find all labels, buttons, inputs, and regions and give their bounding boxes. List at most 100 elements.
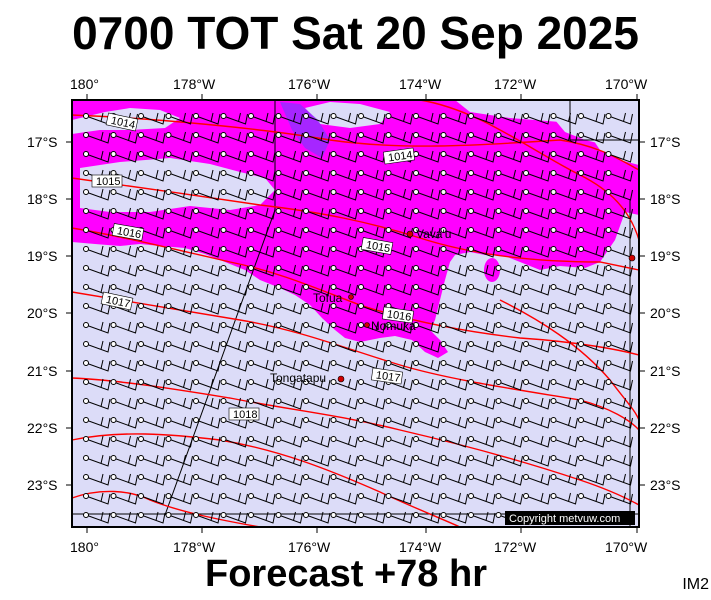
wind-barb xyxy=(220,454,248,467)
wind-barb xyxy=(358,321,386,334)
wind-barb xyxy=(83,378,111,391)
place-markers: Vava'u Tofua Nomuka Tongatapu xyxy=(270,227,636,385)
wind-barb xyxy=(523,112,551,125)
wind-barb xyxy=(523,283,551,296)
wind-barb xyxy=(550,473,578,486)
wind-barb xyxy=(248,454,276,467)
wind-barb xyxy=(303,454,331,467)
wind-barb xyxy=(330,264,358,277)
wind-barb xyxy=(165,207,193,220)
wind-barb xyxy=(495,321,523,334)
wind-barb xyxy=(220,492,248,505)
wind-barb xyxy=(330,150,358,163)
wind-barb xyxy=(358,169,386,182)
wind-barb xyxy=(303,283,331,296)
wind-barb xyxy=(330,245,358,258)
wind-barb xyxy=(165,492,193,505)
wind-barb xyxy=(358,226,386,239)
rain-heavy-patch xyxy=(280,102,330,158)
wind-barb xyxy=(578,245,606,258)
wind-barb xyxy=(83,340,111,353)
wind-barb xyxy=(330,454,358,467)
lon-tick-label: 180° xyxy=(70,539,99,555)
copyright-box: Copyright metvuw.com xyxy=(505,511,635,525)
wind-barb xyxy=(248,435,276,448)
wind-barb xyxy=(303,207,331,220)
wind-barb xyxy=(330,226,358,239)
wind-barb xyxy=(495,150,523,163)
wind-barb xyxy=(193,264,221,277)
wind-barb xyxy=(413,169,441,182)
wind-barb xyxy=(495,283,523,296)
wind-barb xyxy=(385,264,413,277)
wind-barb xyxy=(413,131,441,144)
wind-barb xyxy=(193,416,221,429)
wind-barb xyxy=(495,454,523,467)
isobar-label: 1015 xyxy=(360,237,394,255)
wind-barb xyxy=(165,131,193,144)
wind-barb xyxy=(605,207,633,220)
wind-barb xyxy=(495,112,523,125)
wind-barb xyxy=(468,340,496,353)
isobar-label: 1014 xyxy=(105,112,139,132)
wind-barb xyxy=(468,169,496,182)
wind-barb xyxy=(578,283,606,296)
wind-barb xyxy=(275,511,303,524)
wind-barb xyxy=(605,340,633,353)
wind-barb xyxy=(138,150,166,163)
wind-barb xyxy=(413,340,441,353)
wind-barb xyxy=(248,511,276,524)
wind-barb xyxy=(193,454,221,467)
wind-barb xyxy=(138,416,166,429)
wind-barbs xyxy=(83,112,633,524)
place-label-vavau: Vava'u xyxy=(416,227,451,241)
wind-barb xyxy=(385,283,413,296)
wind-barb xyxy=(578,359,606,372)
wind-barb xyxy=(83,226,111,239)
wind-barb xyxy=(138,473,166,486)
wind-barb xyxy=(83,264,111,277)
wind-barb xyxy=(303,435,331,448)
wind-barb xyxy=(110,245,138,258)
wind-barb xyxy=(550,207,578,220)
wind-barb xyxy=(275,283,303,296)
wind-barb xyxy=(165,188,193,201)
wind-barb xyxy=(275,169,303,182)
wind-barb xyxy=(275,492,303,505)
wind-barb xyxy=(83,416,111,429)
forecast-label: Forecast +78 hr xyxy=(205,553,487,595)
rain-spot xyxy=(484,258,500,282)
lat-tick-label: 21°S xyxy=(650,363,681,379)
wind-barb xyxy=(523,397,551,410)
wind-barb xyxy=(605,492,633,505)
lon-tick-label: 178°W xyxy=(173,76,216,92)
wind-barb xyxy=(385,321,413,334)
wind-barb xyxy=(440,245,468,258)
wind-barb xyxy=(440,492,468,505)
wind-barb xyxy=(440,302,468,315)
svg-text:1015: 1015 xyxy=(365,239,391,255)
wind-barb xyxy=(330,473,358,486)
wind-barb xyxy=(193,511,221,524)
wind-barb xyxy=(303,416,331,429)
wind-barb xyxy=(220,283,248,296)
wind-barb xyxy=(110,454,138,467)
wind-barb xyxy=(165,302,193,315)
wind-barb xyxy=(138,264,166,277)
wind-barb xyxy=(385,397,413,410)
wind-barb xyxy=(440,283,468,296)
wind-barb xyxy=(303,245,331,258)
wind-barb xyxy=(413,435,441,448)
wind-barb xyxy=(578,435,606,448)
wind-barb xyxy=(550,226,578,239)
wind-barb xyxy=(468,188,496,201)
wind-barb xyxy=(440,226,468,239)
wind-barb xyxy=(413,226,441,239)
wind-barb xyxy=(303,302,331,315)
wind-barb xyxy=(220,226,248,239)
wind-barb xyxy=(495,397,523,410)
wind-barb xyxy=(523,302,551,315)
wind-barb xyxy=(358,435,386,448)
wind-barb xyxy=(138,131,166,144)
wind-barb xyxy=(193,435,221,448)
